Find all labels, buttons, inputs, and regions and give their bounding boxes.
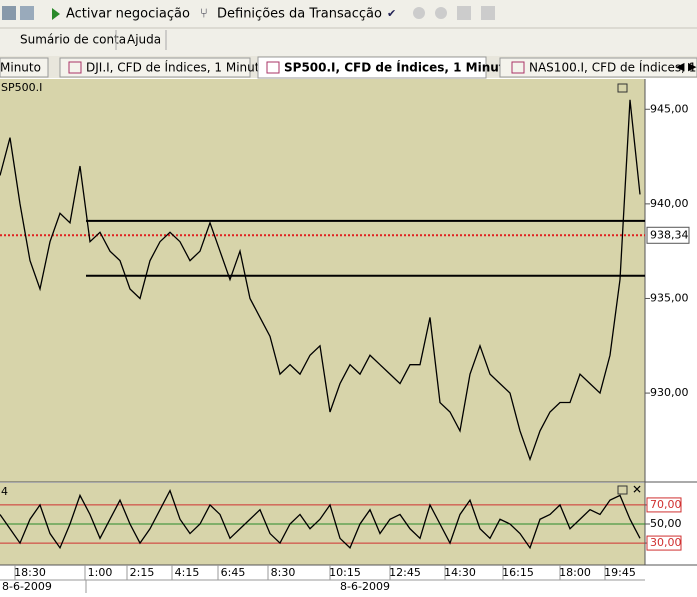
menu-item[interactable]: Sumário de conta <box>20 33 126 47</box>
y-tick-label: 30,00 <box>650 536 682 549</box>
label-box <box>646 535 682 551</box>
tab[interactable] <box>499 57 697 78</box>
close[interactable]: ✕ <box>632 483 642 497</box>
icon[interactable]: ✔ <box>387 7 396 20</box>
tab-label[interactable]: SP500.I, CFD de Índices, 1 Minuto <box>284 60 513 75</box>
x-tick-label: 19:45 <box>604 566 636 579</box>
price-label: 938,34 <box>650 228 689 241</box>
panel-title: SP500.I <box>1 81 42 94</box>
maximize[interactable] <box>617 83 628 93</box>
price-box <box>646 226 690 244</box>
x-tick-label: 14:30 <box>444 566 476 579</box>
tab-label[interactable]: Minuto <box>0 61 41 75</box>
tab-icon <box>511 61 525 74</box>
icon[interactable] <box>481 6 495 20</box>
toolbar-item[interactable]: Activar negociação <box>66 7 190 22</box>
x-tick-label: 16:15 <box>502 566 534 579</box>
tab-label[interactable]: DJI.I, CFD de Índices, 1 Minuto <box>86 60 267 75</box>
tab[interactable] <box>59 57 251 78</box>
print-icon[interactable] <box>20 6 34 20</box>
y-tick-label: 945,00 <box>650 102 689 115</box>
icon[interactable] <box>413 7 425 19</box>
y-tick-label: 70,00 <box>650 498 682 511</box>
y-tick-label: 930,00 <box>650 386 689 399</box>
x-tick-label: 18:30 <box>14 566 46 579</box>
x-tick-label: 8:30 <box>271 566 296 579</box>
icon[interactable] <box>435 7 447 19</box>
date-label: 8-6-2009 <box>340 580 390 593</box>
toolbar-item[interactable]: Definições da Transacção <box>217 7 382 22</box>
series-line <box>0 489 641 550</box>
x-tick-label: 6:45 <box>221 566 246 579</box>
x-tick-label: 18:00 <box>559 566 591 579</box>
price-panel <box>0 79 645 482</box>
print-icon[interactable] <box>2 6 16 20</box>
icon: ⑂ <box>200 7 208 22</box>
play-icon[interactable] <box>52 8 60 20</box>
y-tick-label: 50,00 <box>650 517 682 530</box>
tab-icon <box>266 61 280 74</box>
label-box <box>646 497 682 513</box>
tab-icon <box>68 61 82 74</box>
tab-active[interactable] <box>257 56 487 79</box>
tab[interactable] <box>0 57 49 78</box>
y-tick-label: 935,00 <box>650 291 689 304</box>
menu-item[interactable]: Ajuda <box>127 33 161 47</box>
nav-arrow[interactable]: ◀ ▶ <box>676 60 697 73</box>
series-line <box>0 99 641 462</box>
panel-title: 4 <box>1 485 8 498</box>
x-tick-label: 4:15 <box>175 566 200 579</box>
date-label: 8-6-2009 <box>2 580 52 593</box>
y-tick-label: 940,00 <box>650 197 689 210</box>
x-tick-label: 10:15 <box>329 566 361 579</box>
icon[interactable] <box>457 6 471 20</box>
x-tick-label: 2:15 <box>130 566 155 579</box>
tab-label[interactable]: NAS100.I, CFD de Índices, 1 <box>529 60 696 75</box>
maximize[interactable] <box>617 485 628 495</box>
x-tick-label: 12:45 <box>389 566 421 579</box>
x-tick-label: 1:00 <box>88 566 113 579</box>
